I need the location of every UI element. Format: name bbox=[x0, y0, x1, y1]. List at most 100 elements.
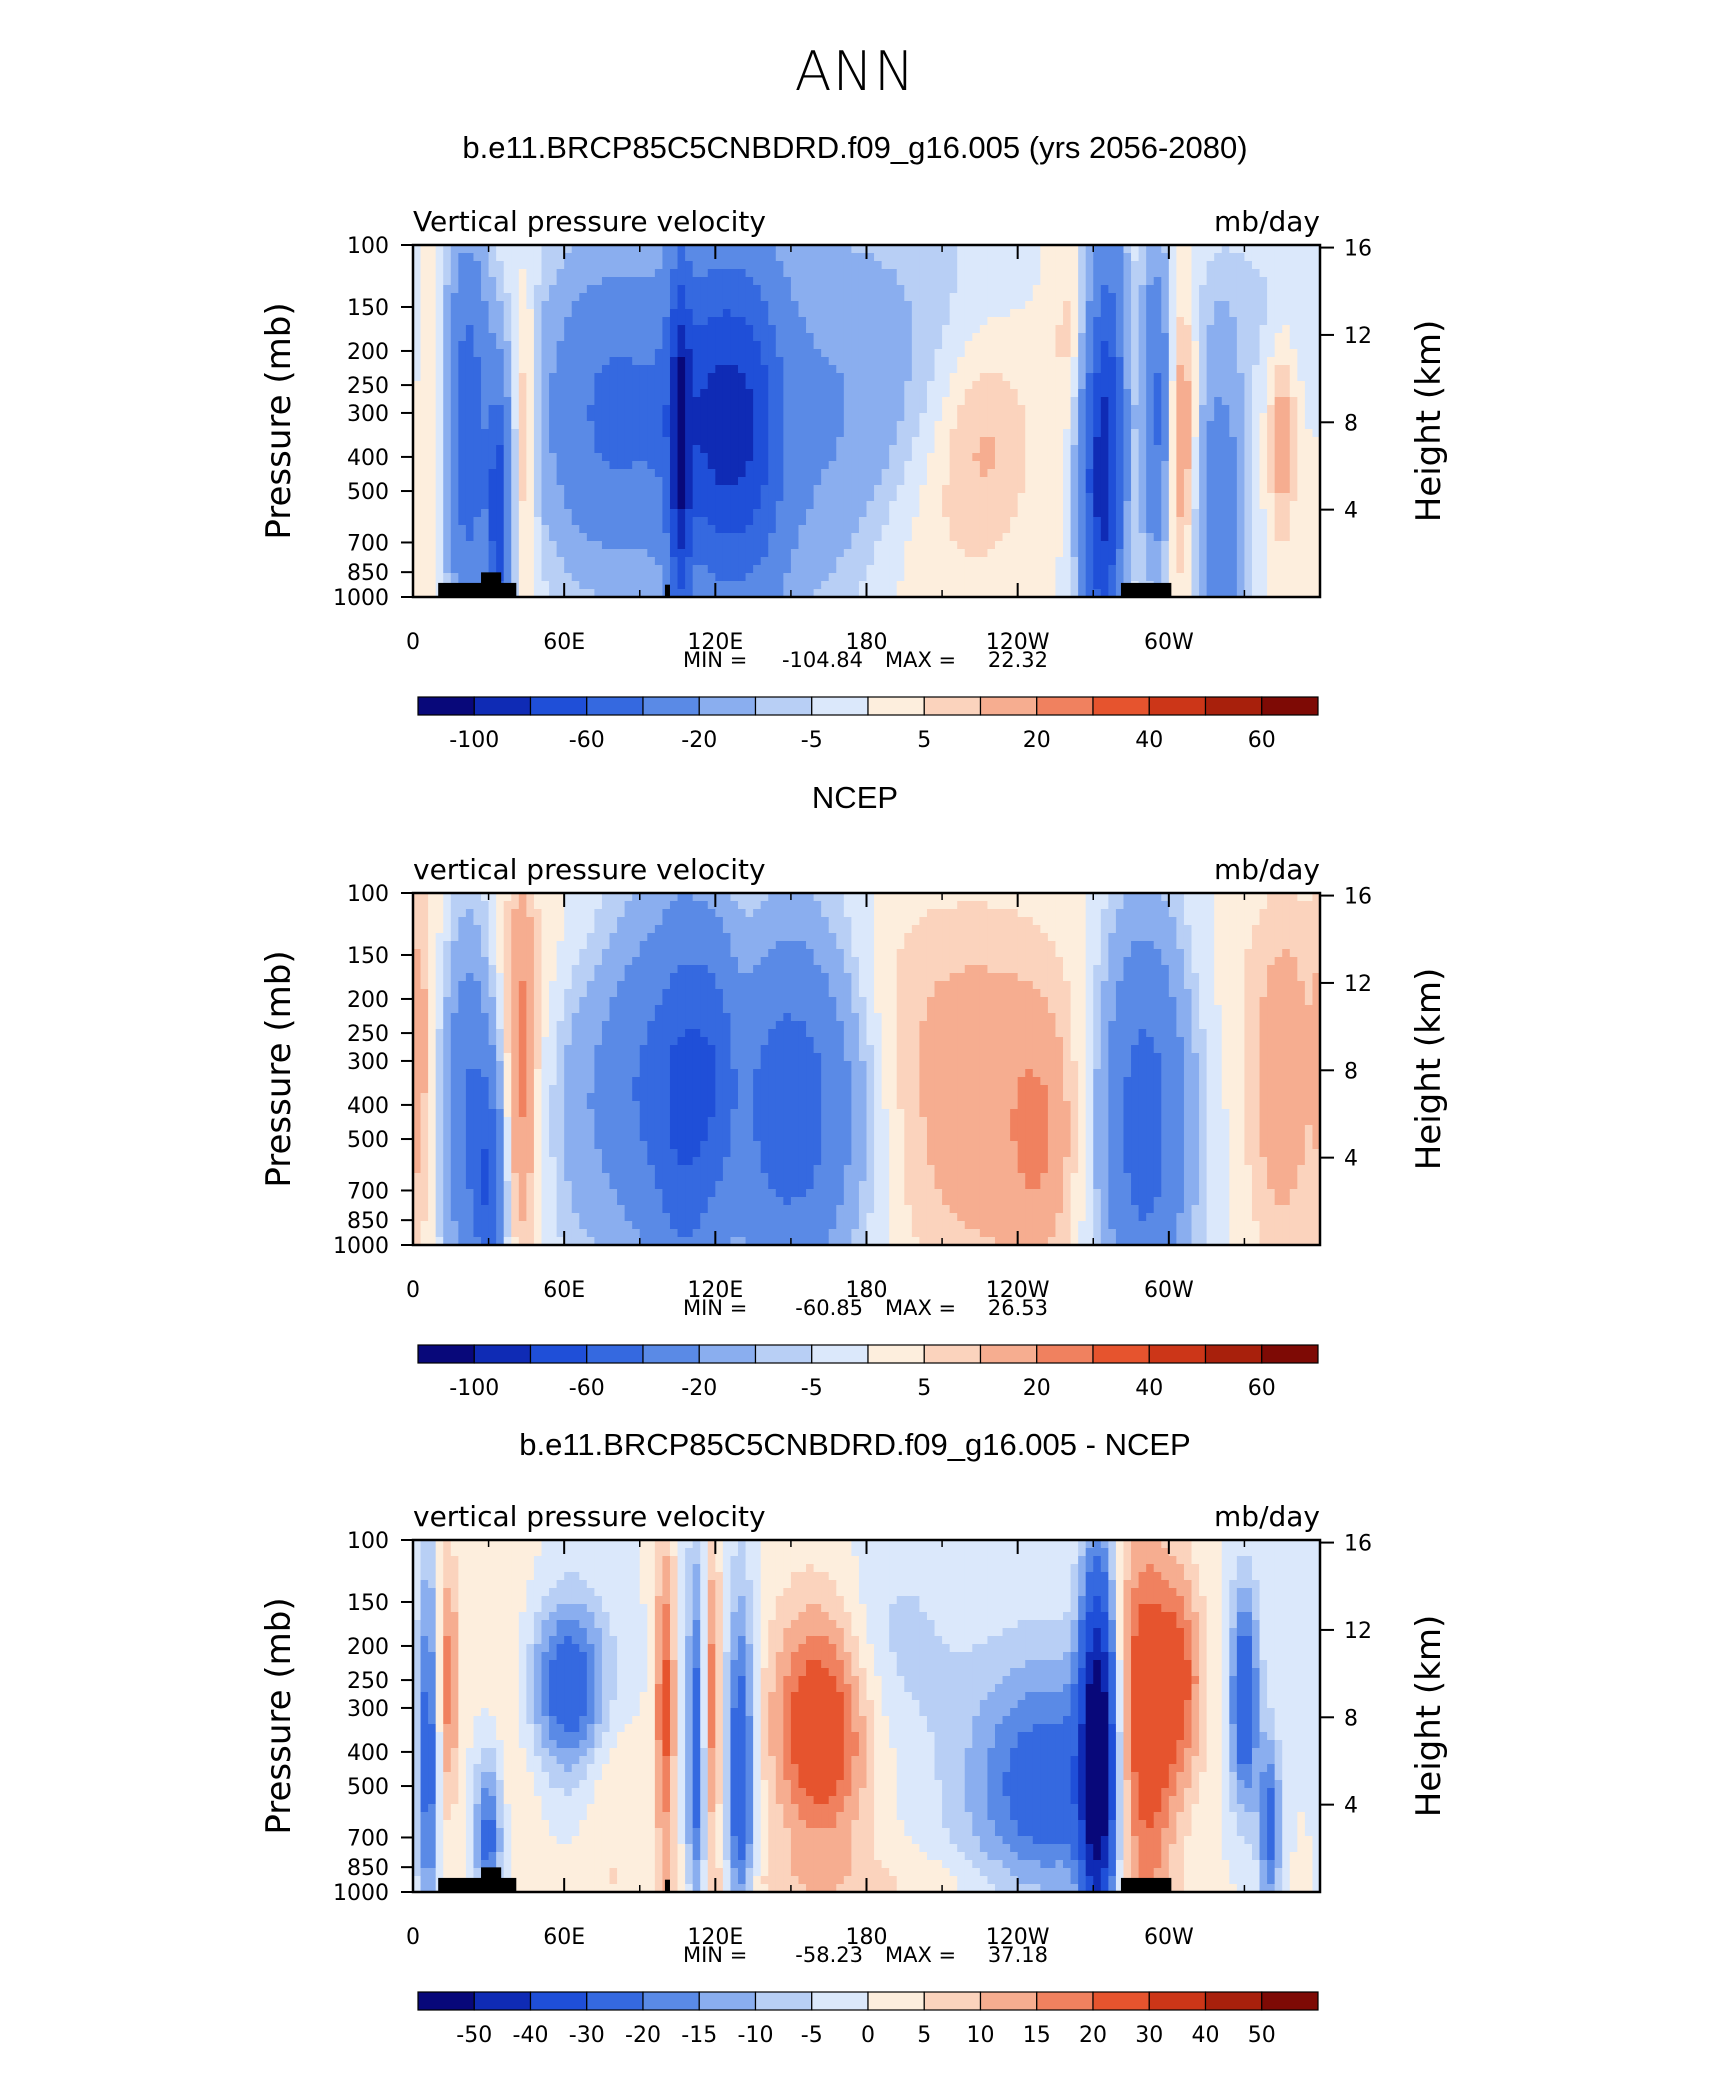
field-cell bbox=[1282, 437, 1291, 446]
field-cell bbox=[1206, 421, 1215, 430]
field-cell bbox=[564, 261, 573, 270]
field-cell bbox=[571, 541, 580, 550]
field-cell bbox=[571, 309, 580, 318]
field-cell bbox=[685, 333, 694, 342]
field-cell bbox=[987, 405, 996, 414]
field-cell bbox=[858, 333, 868, 342]
field-cell bbox=[1146, 437, 1155, 446]
field-cell bbox=[1047, 261, 1057, 270]
field-cell bbox=[790, 541, 800, 550]
field-cell bbox=[700, 309, 709, 318]
field-cell bbox=[1100, 517, 1109, 526]
field-cell bbox=[1244, 389, 1253, 398]
field-cell bbox=[798, 325, 807, 334]
field-cell bbox=[1251, 301, 1261, 310]
field-cell bbox=[632, 477, 641, 486]
field-cell bbox=[768, 341, 777, 350]
field-cell bbox=[790, 373, 800, 382]
field-cell bbox=[851, 437, 860, 446]
field-cell bbox=[790, 453, 800, 462]
field-cell bbox=[790, 269, 800, 278]
field-cell bbox=[949, 541, 958, 550]
field-cell bbox=[1055, 549, 1064, 558]
field-cell bbox=[1168, 293, 1177, 302]
field-cell bbox=[1063, 517, 1072, 526]
field-cell bbox=[594, 533, 603, 542]
field-cell bbox=[1085, 509, 1094, 518]
field-cell bbox=[1040, 549, 1049, 558]
field-cell bbox=[1297, 557, 1306, 566]
field-cell bbox=[624, 541, 633, 550]
field-cell bbox=[964, 301, 973, 310]
field-cell bbox=[806, 525, 815, 534]
field-cell bbox=[934, 253, 943, 262]
field-cell bbox=[874, 453, 883, 462]
field-cell bbox=[926, 341, 936, 350]
field-cell bbox=[949, 557, 958, 566]
field-cell bbox=[934, 421, 943, 430]
field-cell bbox=[1078, 349, 1087, 358]
field-cell bbox=[987, 421, 996, 430]
field-cell bbox=[738, 493, 747, 502]
field-cell bbox=[1093, 493, 1102, 502]
field-cell bbox=[1297, 477, 1306, 486]
field-cell bbox=[934, 565, 943, 574]
field-cell bbox=[1289, 325, 1298, 334]
field-cell bbox=[1017, 357, 1026, 366]
field-cell bbox=[685, 429, 694, 438]
field-cell bbox=[1032, 301, 1041, 310]
field-cell bbox=[1025, 469, 1034, 478]
field-cell bbox=[979, 509, 989, 518]
field-cell bbox=[798, 525, 807, 534]
field-cell bbox=[866, 541, 875, 550]
field-cell bbox=[639, 373, 648, 382]
field-cell bbox=[564, 557, 573, 566]
field-cell bbox=[564, 317, 573, 326]
field-cell bbox=[579, 317, 588, 326]
field-cell bbox=[874, 357, 883, 366]
field-cell bbox=[677, 405, 686, 414]
field-cell bbox=[919, 373, 928, 382]
field-cell bbox=[1176, 253, 1185, 262]
field-cell bbox=[443, 421, 452, 430]
field-cell bbox=[556, 541, 565, 550]
field-cell bbox=[1214, 365, 1223, 374]
field-cell bbox=[1123, 549, 1132, 558]
field-cell bbox=[904, 557, 913, 566]
field-cell bbox=[1078, 437, 1087, 446]
field-cell bbox=[1093, 485, 1102, 494]
field-cell bbox=[685, 325, 694, 334]
field-cell bbox=[594, 293, 603, 302]
field-cell bbox=[1221, 533, 1230, 542]
field-cell bbox=[942, 277, 951, 286]
field-cell bbox=[700, 349, 709, 358]
field-cell bbox=[1100, 437, 1109, 446]
field-cell bbox=[1153, 333, 1162, 342]
field-cell bbox=[526, 277, 535, 286]
field-cell bbox=[1002, 373, 1011, 382]
field-cell bbox=[1244, 493, 1253, 502]
field-cell bbox=[420, 293, 429, 302]
field-cell bbox=[994, 565, 1004, 574]
field-cell bbox=[738, 525, 747, 534]
field-cell bbox=[753, 245, 762, 254]
field-cell bbox=[1199, 541, 1208, 550]
field-cell bbox=[677, 413, 686, 422]
field-cell bbox=[919, 341, 928, 350]
field-cell bbox=[435, 501, 444, 510]
field-cell bbox=[858, 349, 868, 358]
field-cell bbox=[1221, 261, 1230, 270]
field-cell bbox=[496, 341, 505, 350]
field-cell bbox=[541, 493, 550, 502]
field-cell bbox=[526, 565, 535, 574]
field-cell bbox=[473, 373, 482, 382]
field-cell bbox=[1214, 421, 1223, 430]
field-cell bbox=[1304, 565, 1314, 574]
field-cell bbox=[858, 421, 868, 430]
field-cell bbox=[1176, 397, 1185, 406]
field-cell bbox=[428, 525, 437, 534]
field-cell bbox=[1010, 549, 1019, 558]
field-cell bbox=[889, 469, 898, 478]
field-cell bbox=[911, 453, 921, 462]
field-cell bbox=[1312, 293, 1321, 302]
